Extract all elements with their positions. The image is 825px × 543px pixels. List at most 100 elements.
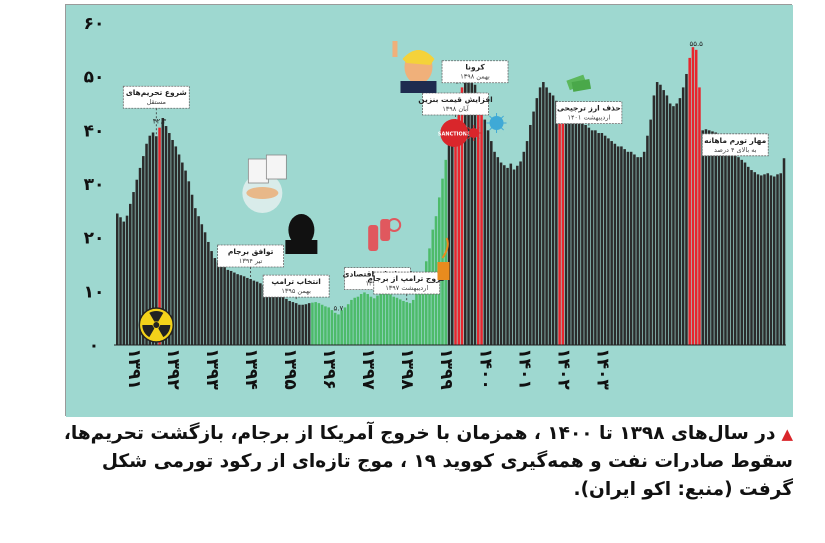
caption-triangle-icon: ▲ [781,425,793,443]
bar [200,224,204,345]
bar [148,135,152,345]
bar [317,303,321,345]
bar [382,290,386,345]
bar [320,304,324,345]
bar [259,283,262,345]
bar [298,304,301,345]
bar [750,170,753,345]
x-year-label: ۱۳۹۲ [163,348,183,390]
bar [464,73,467,345]
bar [207,241,210,345]
bar [698,87,701,346]
peak-value-label: ۴۲.۳ [153,118,167,126]
bar [733,151,737,345]
bar [233,272,236,345]
bar [707,130,711,345]
x-year-label: ۱۴۰۲ [553,348,573,390]
trump-silhouette-icon [285,214,318,254]
bar [672,106,675,346]
bar [685,73,688,345]
bar [503,165,506,345]
bar [249,278,252,345]
bar [177,154,181,345]
bar [590,130,594,345]
annotation-title: حذف ارز ترجیحی [557,104,621,113]
x-year-label: ۱۴۰۳ [592,348,612,390]
handshake-icon [242,154,287,213]
bar [395,297,399,345]
money-bills-icon [566,74,592,92]
bar [155,136,158,345]
bar [759,175,763,345]
x-year-label: ۱۳۹۷ [358,348,378,390]
sanctions-badge-text: SANCTIONS [438,132,471,138]
bar [525,141,529,345]
bar [213,258,217,345]
bar [753,172,757,345]
bar [717,134,721,345]
bar [288,300,291,345]
bar [132,192,135,345]
x-year-label: ۱۳۹۴ [241,348,261,390]
y-tick-label: ۴۰ [84,121,105,141]
bar [151,132,155,345]
bar [190,194,194,345]
annotation-subtitle: بهمن ۱۳۹۸ [460,73,490,81]
bar [194,208,197,345]
x-year-label: ۱۳۹۸ [397,348,417,390]
bar [639,157,643,345]
bar [116,213,119,345]
bar [363,292,366,345]
bar [275,291,278,345]
protest-hands-icon [368,218,402,251]
bar [620,146,623,345]
bar [776,174,779,345]
bar [584,124,587,345]
bar [333,312,337,345]
bar [545,87,548,346]
bar [720,136,724,345]
annotation-box [701,133,769,157]
bar [350,299,353,345]
bar [164,126,168,345]
bar [262,284,265,345]
bar [551,95,555,345]
bar [353,297,356,345]
bar [594,130,597,345]
bar [665,95,669,345]
bar [480,108,483,346]
annotation-subtitle: مستقل [147,98,166,106]
bar [769,175,773,345]
bar [184,170,187,345]
bar [694,49,698,345]
bar [743,162,747,345]
annotation-title: خروج ترامپ از برجام [367,274,446,283]
bar [324,306,327,345]
x-year-label: ۱۳۹۳ [202,348,222,390]
bar [548,92,552,346]
bar [226,269,230,345]
bar [779,173,783,345]
bar [239,275,243,345]
annotation-title: توافق برجام [228,247,274,256]
bar [587,127,591,346]
sanctions-badge-icon: SANCTIONS [438,119,471,147]
bar [477,92,480,346]
bar [704,129,708,345]
bar [327,307,330,345]
bar [415,294,418,345]
bar [470,71,474,346]
bar [558,103,561,345]
annotation-title: کرونا [465,63,485,72]
bar [662,90,665,345]
bar [402,300,405,345]
annotation-box [122,85,190,109]
annotation-title: مهار تورم ماهانه [704,136,766,145]
bar [581,122,584,345]
annotation-box [217,244,285,268]
